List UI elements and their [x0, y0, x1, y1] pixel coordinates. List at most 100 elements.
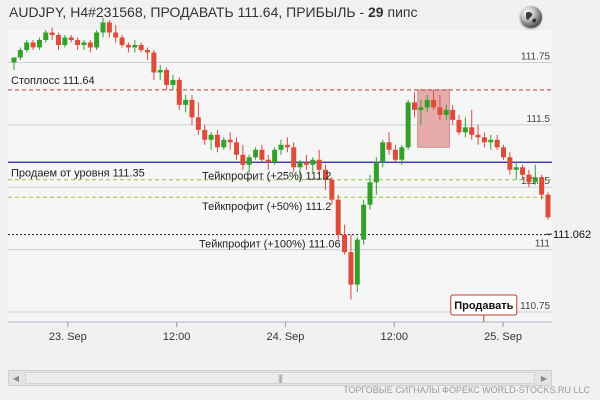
x-tick-label: 12:00	[380, 331, 408, 343]
candle-body	[49, 32, 55, 35]
candle-body	[30, 42, 36, 48]
candle-body	[164, 69, 170, 85]
candle-body	[361, 204, 367, 240]
candle-body	[431, 99, 437, 108]
horizontal-scrollbar[interactable]: ◀ ||| ▶	[8, 370, 552, 386]
x-tick-label: 24. Sep	[266, 331, 304, 343]
candle-body	[24, 42, 30, 50]
globe-icon[interactable]	[520, 6, 542, 28]
candle-body	[342, 234, 348, 253]
candle-body	[259, 149, 265, 160]
candle-body	[81, 42, 87, 45]
candle-body	[418, 107, 424, 110]
candle-body	[87, 42, 93, 48]
title-prefix: AUDJPY, H4#231568, ПРОДАВАТЬ 111.64, ПРИ…	[9, 4, 369, 20]
candle-body	[405, 102, 411, 148]
candle-body	[507, 157, 513, 170]
candle-body	[253, 149, 259, 158]
scrollbar-thumb[interactable]: |||	[25, 372, 535, 384]
candle-body	[501, 147, 506, 158]
footer-credit: ТОРГОВЫЕ СИГНАЛЫ ФОРЕКС WORLD-STOCKS.RU …	[343, 385, 590, 395]
candle-body	[469, 127, 475, 135]
candle-body	[323, 169, 328, 180]
candle-body	[335, 199, 341, 235]
candle-body	[348, 252, 354, 285]
candle-body	[291, 147, 297, 168]
candle-body	[189, 99, 195, 118]
y-tick-label: 111.75	[521, 51, 551, 62]
candle-body	[310, 159, 316, 165]
candle-body	[151, 52, 157, 73]
candle-body	[246, 157, 252, 165]
x-tick-label: 23. Sep	[49, 331, 87, 343]
candle-body	[214, 134, 220, 148]
candle-body	[138, 44, 144, 50]
candle-body	[278, 144, 284, 150]
candle-body	[145, 49, 150, 53]
y-tick-label: 111.5	[526, 114, 550, 125]
plot-area	[8, 30, 552, 322]
candle-body	[240, 154, 246, 165]
title-suffix: пипс	[383, 4, 418, 20]
candle-body	[532, 177, 538, 183]
candle-body	[157, 69, 163, 73]
candle-body	[456, 119, 462, 133]
candle-body	[68, 37, 74, 40]
x-tick-label: 12:00	[163, 331, 191, 343]
candle-body	[386, 142, 392, 150]
candle-body	[170, 79, 176, 85]
candle-body	[234, 142, 239, 155]
y-tick-label: 111	[535, 239, 551, 250]
candle-body	[221, 139, 227, 148]
candle-body	[367, 182, 373, 205]
candle-body	[202, 129, 208, 140]
candle-body	[227, 139, 233, 143]
candle-body	[62, 37, 68, 45]
candle-body	[17, 49, 23, 58]
candle-body	[462, 127, 468, 133]
candle-body	[494, 139, 500, 148]
candle-body	[56, 34, 61, 45]
candle-body	[354, 239, 360, 285]
candle-body	[265, 159, 271, 163]
candle-body	[36, 39, 42, 48]
candle-body	[488, 139, 494, 143]
candle-body	[539, 177, 545, 195]
profit-value: 29	[368, 4, 384, 20]
candle-body	[119, 37, 125, 45]
candle-body	[75, 39, 81, 45]
level-label-stoploss: Стоплосс 111.64	[11, 75, 95, 87]
candle-body	[450, 109, 456, 120]
candle-body	[208, 134, 214, 140]
candle-body	[437, 107, 443, 115]
level-label-entry: Продаем от уровня 111.35	[11, 167, 145, 179]
candle-body	[443, 109, 449, 115]
candle-body	[481, 137, 487, 143]
candle-body	[43, 32, 49, 40]
arrow-right-icon[interactable]: ▶	[540, 373, 548, 383]
candle-body	[132, 44, 138, 48]
candle-body	[316, 159, 322, 170]
candle-body	[526, 174, 532, 183]
x-tick-label: 25. Sep	[484, 331, 522, 343]
candle-body	[392, 149, 398, 160]
chart-title: AUDJPY, H4#231568, ПРОДАВАТЬ 111.64, ПРИ…	[9, 4, 417, 20]
candle-body	[297, 162, 303, 168]
level-label-tp25: Тейкпрофит (+25%) 111.2	[202, 171, 331, 183]
candle-body	[424, 99, 430, 108]
candle-body	[475, 134, 481, 138]
current-price-label: 111.062	[553, 229, 591, 241]
candle-body	[380, 142, 386, 163]
candle-body	[106, 22, 112, 33]
candle-body	[94, 32, 100, 48]
candle-body	[373, 162, 379, 183]
candle-body	[11, 57, 17, 63]
signal-marker-label: Продавать	[454, 300, 513, 312]
level-label-tp50: Тейкпрофит (+50%) 111.2	[202, 201, 331, 213]
candle-body	[272, 149, 278, 163]
candle-body	[113, 32, 119, 38]
candle-body	[176, 79, 182, 105]
candle-body	[545, 194, 551, 218]
arrow-left-icon[interactable]: ◀	[12, 373, 20, 383]
